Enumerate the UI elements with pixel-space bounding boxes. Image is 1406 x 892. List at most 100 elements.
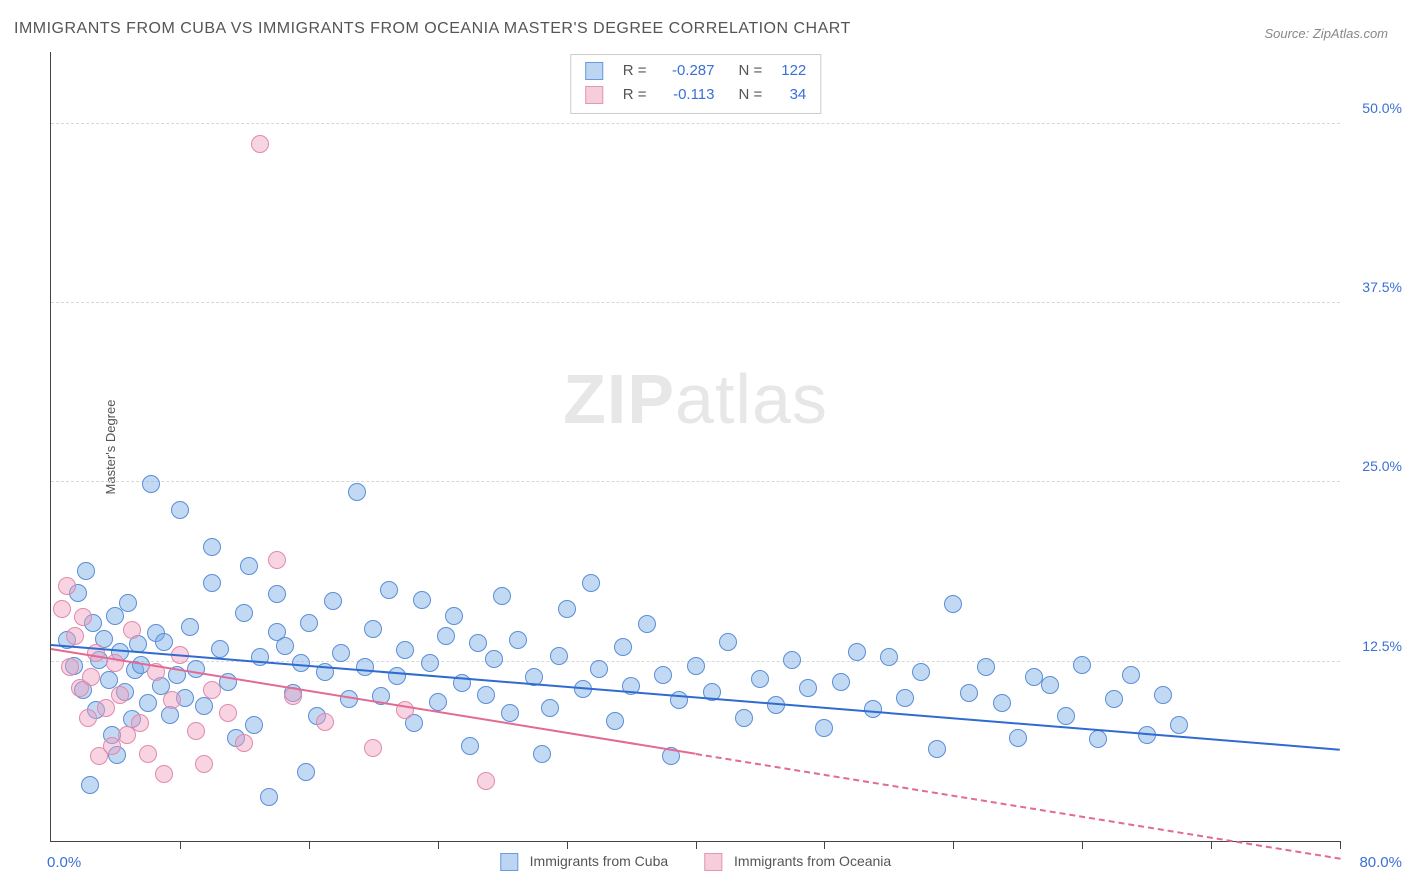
scatter-point-oceania — [111, 686, 129, 704]
scatter-point-cuba — [396, 641, 414, 659]
chart-plot-area: Master's Degree ZIPatlas 0.0% 80.0% R = … — [50, 52, 1340, 842]
scatter-point-oceania — [139, 745, 157, 763]
scatter-point-oceania — [123, 621, 141, 639]
y-tick-label: 37.5% — [1346, 279, 1402, 295]
scatter-point-cuba — [187, 660, 205, 678]
scatter-point-cuba — [815, 719, 833, 737]
scatter-point-cuba — [1105, 690, 1123, 708]
y-tick-label: 50.0% — [1346, 100, 1402, 116]
scatter-point-oceania — [251, 135, 269, 153]
scatter-point-cuba — [300, 614, 318, 632]
scatter-point-cuba — [783, 651, 801, 669]
scatter-point-cuba — [590, 660, 608, 678]
scatter-point-cuba — [928, 740, 946, 758]
scatter-point-cuba — [276, 637, 294, 655]
scatter-point-cuba — [142, 475, 160, 493]
scatter-point-cuba — [81, 776, 99, 794]
scatter-point-oceania — [316, 713, 334, 731]
scatter-point-cuba — [509, 631, 527, 649]
scatter-point-cuba — [348, 483, 366, 501]
y-tick-label: 25.0% — [1346, 458, 1402, 474]
scatter-point-cuba — [251, 648, 269, 666]
scatter-point-cuba — [1089, 730, 1107, 748]
scatter-point-cuba — [461, 737, 479, 755]
n-value-oceania: 34 — [770, 83, 806, 107]
legend-swatch-cuba — [585, 62, 603, 80]
scatter-point-cuba — [582, 574, 600, 592]
r-value-oceania: -0.113 — [655, 83, 715, 107]
scatter-point-cuba — [380, 581, 398, 599]
legend-item-oceania: Immigrants from Oceania — [704, 853, 891, 871]
scatter-point-cuba — [356, 658, 374, 676]
trendline-dashed — [695, 753, 1340, 860]
legend-label-oceania: Immigrants from Oceania — [734, 853, 891, 869]
y-tick-label: 12.5% — [1346, 638, 1402, 654]
scatter-point-cuba — [638, 615, 656, 633]
scatter-point-cuba — [77, 562, 95, 580]
scatter-point-oceania — [66, 627, 84, 645]
scatter-point-oceania — [82, 668, 100, 686]
scatter-point-oceania — [163, 691, 181, 709]
scatter-point-cuba — [245, 716, 263, 734]
scatter-point-oceania — [203, 681, 221, 699]
scatter-point-cuba — [799, 679, 817, 697]
scatter-point-cuba — [751, 670, 769, 688]
n-value-cuba: 122 — [770, 59, 806, 83]
x-tick — [696, 841, 697, 849]
scatter-point-oceania — [53, 600, 71, 618]
scatter-point-oceania — [477, 772, 495, 790]
legend-item-cuba: Immigrants from Cuba — [500, 853, 668, 871]
scatter-point-cuba — [735, 709, 753, 727]
scatter-point-oceania — [131, 714, 149, 732]
scatter-point-cuba — [864, 700, 882, 718]
x-tick — [309, 841, 310, 849]
scatter-point-cuba — [297, 763, 315, 781]
scatter-point-cuba — [171, 501, 189, 519]
scatter-point-cuba — [437, 627, 455, 645]
scatter-point-cuba — [1154, 686, 1172, 704]
y-axis-label: Master's Degree — [103, 399, 118, 494]
scatter-point-cuba — [880, 648, 898, 666]
scatter-point-cuba — [195, 697, 213, 715]
source-label: Source: ZipAtlas.com — [1264, 26, 1388, 41]
scatter-point-cuba — [1041, 676, 1059, 694]
scatter-point-cuba — [203, 574, 221, 592]
scatter-point-cuba — [848, 643, 866, 661]
scatter-point-cuba — [469, 634, 487, 652]
scatter-point-cuba — [533, 745, 551, 763]
scatter-point-cuba — [413, 591, 431, 609]
x-tick — [438, 841, 439, 849]
scatter-point-oceania — [235, 734, 253, 752]
legend-swatch-oceania — [704, 853, 722, 871]
scatter-point-cuba — [211, 640, 229, 658]
scatter-point-cuba — [155, 633, 173, 651]
scatter-point-cuba — [1057, 707, 1075, 725]
gridline-h — [51, 481, 1340, 482]
scatter-point-oceania — [219, 704, 237, 722]
scatter-point-cuba — [1170, 716, 1188, 734]
scatter-point-oceania — [187, 722, 205, 740]
scatter-point-cuba — [606, 712, 624, 730]
scatter-point-oceania — [195, 755, 213, 773]
scatter-point-cuba — [388, 667, 406, 685]
scatter-point-cuba — [260, 788, 278, 806]
scatter-point-oceania — [74, 608, 92, 626]
scatter-point-cuba — [832, 673, 850, 691]
scatter-point-cuba — [541, 699, 559, 717]
scatter-point-cuba — [558, 600, 576, 618]
scatter-point-cuba — [445, 607, 463, 625]
scatter-point-cuba — [203, 538, 221, 556]
scatter-point-cuba — [501, 704, 519, 722]
chart-title: IMMIGRANTS FROM CUBA VS IMMIGRANTS FROM … — [14, 20, 851, 38]
scatter-point-cuba — [960, 684, 978, 702]
scatter-point-cuba — [944, 595, 962, 613]
x-axis-max-label: 80.0% — [1346, 854, 1402, 871]
x-tick — [1340, 841, 1341, 849]
scatter-point-cuba — [181, 618, 199, 636]
x-tick — [180, 841, 181, 849]
gridline-h — [51, 302, 1340, 303]
scatter-point-cuba — [687, 657, 705, 675]
x-tick — [1211, 841, 1212, 849]
x-tick — [1082, 841, 1083, 849]
gridline-h — [51, 123, 1340, 124]
